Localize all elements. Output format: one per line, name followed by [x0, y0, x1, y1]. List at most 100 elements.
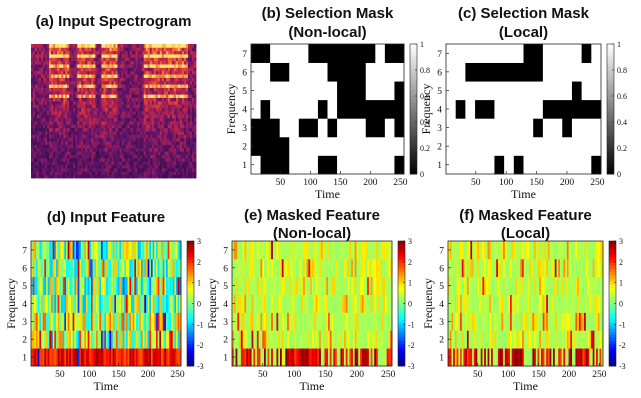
spectrogram-cell: [121, 74, 124, 78]
spectrogram-cell: [47, 151, 50, 155]
spectrogram-cell: [67, 64, 70, 68]
panel-d-colorbar-segment: [187, 334, 194, 339]
spectrogram-cell: [85, 161, 88, 165]
spectrogram-cell: [169, 117, 173, 122]
spectrogram-cell: [111, 97, 114, 102]
spectrogram-cell: [31, 64, 34, 68]
feature-cell: [146, 241, 149, 260]
spectrogram-cell: [47, 164, 50, 169]
spectrogram-cell: [35, 144, 38, 149]
spectrogram-cell: [125, 87, 128, 92]
mask-cell: [356, 118, 367, 138]
feature-cell: [77, 348, 80, 367]
feature-cell: [74, 330, 77, 349]
spectrogram-cell: [77, 137, 80, 142]
spectrogram-cell: [127, 47, 130, 52]
feature-cell: [313, 241, 316, 260]
spectrogram-cell: [71, 164, 74, 169]
spectrogram-cell: [69, 127, 72, 132]
spectrogram-cell: [75, 57, 78, 62]
spectrogram-cell: [175, 50, 179, 55]
mask-cell: [327, 155, 338, 175]
feature-cell: [344, 348, 347, 367]
spectrogram-cell: [103, 151, 106, 155]
mask-cell: [581, 155, 592, 175]
panel-d-colorbar-segment: [187, 359, 194, 364]
spectrogram-cell: [169, 164, 173, 169]
mask-cell: [542, 44, 553, 63]
spectrogram-cell: [113, 87, 116, 92]
spectrogram-cell: [107, 104, 110, 109]
spectrogram-cell: [41, 54, 44, 58]
spectrogram-cell: [129, 171, 133, 176]
spectrogram-cell: [57, 117, 60, 122]
feature-cell: [271, 348, 274, 367]
spectrogram-cell: [177, 167, 181, 172]
spectrogram-cell: [31, 54, 34, 58]
feature-cell: [152, 276, 155, 295]
feature-cell: [328, 294, 331, 313]
spectrogram-cell: [181, 167, 185, 172]
spectrogram-cell: [31, 100, 34, 105]
spectrogram-cell: [33, 137, 36, 142]
mask-cell: [465, 62, 476, 82]
spectrogram-cell: [93, 124, 96, 129]
spectrogram-cell: [109, 114, 112, 119]
feature-cell: [340, 258, 343, 278]
spectrogram-cell: [71, 77, 74, 82]
feature-cell: [81, 294, 84, 313]
spectrogram-cell: [73, 90, 76, 95]
feature-cell: [251, 241, 254, 260]
spectrogram-cell: [101, 134, 104, 139]
spectrogram-cell: [113, 94, 116, 98]
feature-cell: [34, 276, 37, 295]
feature-cell: [111, 312, 114, 331]
feature-cell: [246, 294, 249, 313]
spectrogram-cell: [91, 57, 94, 62]
panel-d-colorbar-segment: [187, 328, 194, 333]
feature-cell: [62, 294, 65, 313]
spectrogram-cell: [129, 44, 133, 48]
feature-cell: [244, 241, 247, 260]
spectrogram-cell: [139, 161, 143, 165]
spectrogram-cell: [69, 171, 72, 176]
feature-cell: [39, 348, 42, 367]
feature-cell: [139, 330, 142, 349]
spectrogram-cell: [99, 50, 102, 55]
feature-cell: [306, 294, 309, 313]
spectrogram-cell: [141, 167, 145, 172]
spectrogram-cell: [45, 147, 48, 152]
spectrogram-cell: [69, 151, 72, 155]
spectrogram-cell: [61, 131, 64, 135]
feature-cell: [161, 241, 164, 260]
spectrogram-cell: [187, 44, 191, 48]
spectrogram-cell: [43, 151, 46, 155]
feature-cell: [36, 330, 39, 349]
spectrogram-cell: [157, 164, 161, 169]
feature-cell: [276, 294, 279, 313]
feature-cell: [240, 312, 244, 331]
mask-cell: [446, 62, 457, 82]
feature-cell: [179, 294, 182, 313]
spectrogram-cell: [167, 114, 171, 119]
feature-cell: [164, 330, 167, 349]
spectrogram-cell: [139, 77, 143, 82]
spectrogram-cell: [69, 70, 72, 75]
spectrogram-cell: [49, 90, 52, 95]
spectrogram-cell: [121, 151, 124, 155]
spectrogram-cell: [45, 154, 48, 159]
feature-cell: [69, 294, 72, 313]
spectrogram-cell: [107, 157, 110, 162]
feature-cell: [296, 348, 299, 367]
spectrogram-cell: [45, 164, 48, 169]
spectrogram-cell: [61, 114, 64, 119]
mask-cell: [298, 155, 309, 175]
spectrogram-cell: [33, 60, 36, 65]
panel-d-colorbar-segment: [187, 319, 194, 323]
mask-cell: [308, 81, 319, 101]
spectrogram-cell: [55, 124, 58, 129]
spectrogram-cell: [191, 124, 195, 129]
feature-cell: [376, 312, 379, 331]
spectrogram-cell: [95, 84, 98, 88]
feature-cell: [384, 312, 388, 331]
